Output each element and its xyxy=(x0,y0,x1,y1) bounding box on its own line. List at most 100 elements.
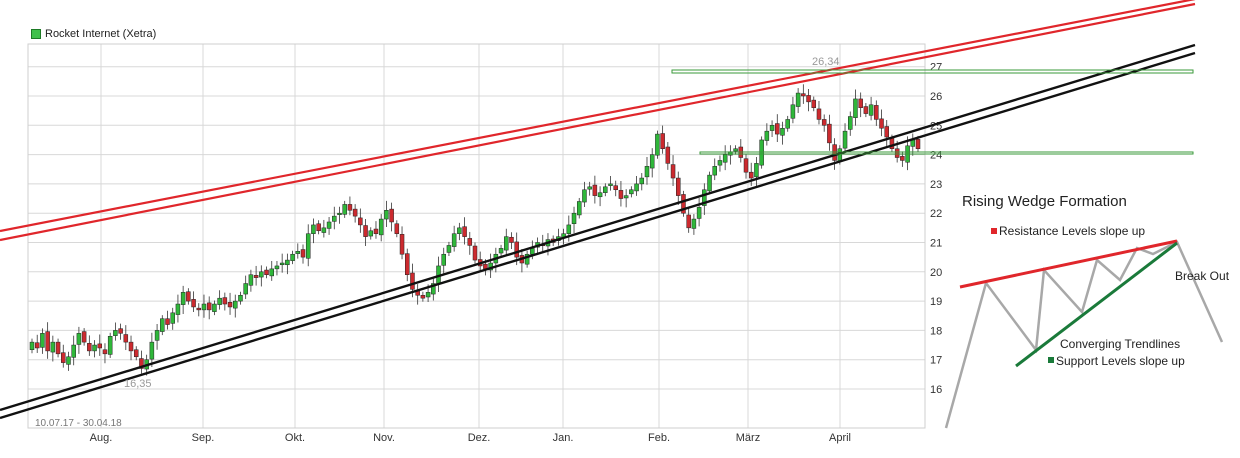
candle-body xyxy=(608,183,613,186)
candle-body xyxy=(743,158,749,173)
candle-body xyxy=(827,123,832,144)
candle-body xyxy=(311,224,316,234)
candle-body xyxy=(764,130,770,141)
candle-body xyxy=(576,201,582,216)
candle-body xyxy=(467,238,473,246)
candle-body xyxy=(113,330,118,336)
candle-body xyxy=(61,352,66,363)
chart-legend: Rocket Internet (Xetra) xyxy=(31,28,156,40)
candle-body xyxy=(566,224,572,234)
candle-body xyxy=(206,302,212,311)
candle-body xyxy=(201,303,207,311)
candle-body xyxy=(227,302,233,308)
candle-body xyxy=(316,223,321,232)
candle-body xyxy=(884,126,889,138)
candle-body xyxy=(290,253,295,261)
candle-body xyxy=(879,118,884,129)
candle-body xyxy=(441,253,446,266)
y-tick-label: 24 xyxy=(930,150,942,162)
x-tick-label: Okt. xyxy=(285,432,305,444)
candle-body xyxy=(853,98,858,118)
candle-body xyxy=(420,294,426,299)
candle-body xyxy=(71,344,76,358)
candle-body xyxy=(394,223,400,234)
candle-body xyxy=(253,275,259,278)
x-tick-label: Nov. xyxy=(373,432,395,444)
candle-body xyxy=(196,307,202,311)
candle-body xyxy=(801,93,806,97)
candle-body xyxy=(97,343,103,349)
candle-body xyxy=(128,341,134,352)
candle-body xyxy=(868,104,874,116)
support-line-upper xyxy=(0,43,1196,412)
break-out-label: Break Out xyxy=(1175,269,1230,283)
candle-body xyxy=(332,215,337,222)
candle-body xyxy=(696,207,702,219)
chart-frame xyxy=(27,43,926,429)
candle-body xyxy=(92,344,97,352)
x-tick-label: Dez. xyxy=(468,432,491,444)
candle-body xyxy=(279,262,285,266)
candle-body xyxy=(847,116,853,130)
candle-body xyxy=(915,139,921,149)
candle-body xyxy=(811,99,817,108)
plot-frame xyxy=(27,43,926,429)
candle-body xyxy=(821,119,827,126)
candle-body xyxy=(676,177,681,196)
candle-body xyxy=(457,227,462,234)
candle-body xyxy=(514,241,519,258)
candle-body xyxy=(431,283,436,295)
candle-body xyxy=(748,171,754,179)
candle-body xyxy=(404,253,410,275)
candle-body xyxy=(587,186,592,190)
support-legend-label: Support Levels slope up xyxy=(1056,354,1185,368)
candle-body xyxy=(45,331,50,352)
candle-body xyxy=(733,148,738,152)
candle-body xyxy=(233,300,238,309)
candle-body xyxy=(832,144,837,161)
candle-body xyxy=(165,318,170,325)
y-tick-label: 22 xyxy=(930,208,942,220)
x-tick-label: Feb. xyxy=(648,432,670,444)
candle-body xyxy=(29,341,35,350)
candle-body xyxy=(363,225,368,237)
candle-body xyxy=(305,233,311,259)
y-tick-label: 21 xyxy=(930,238,942,250)
candle-body xyxy=(582,189,587,203)
candle-body xyxy=(780,127,785,136)
candle-body xyxy=(618,190,624,199)
candle-body xyxy=(384,210,389,220)
candle-body xyxy=(722,154,728,163)
candle-body xyxy=(248,274,254,286)
candle-body xyxy=(524,253,530,265)
candle-body xyxy=(337,212,342,215)
y-tick-label: 17 xyxy=(930,355,942,367)
horizontal-resistance-band xyxy=(671,69,1194,74)
candle-body xyxy=(644,166,650,178)
candle-body xyxy=(498,248,504,254)
resistance-line-upper xyxy=(0,0,1196,233)
candle-body xyxy=(378,218,384,236)
candle-body xyxy=(180,292,186,305)
candle-body xyxy=(681,194,686,214)
candle-body xyxy=(509,236,514,243)
wedge-price-path xyxy=(944,240,1224,429)
candle-body xyxy=(87,343,92,352)
x-tick-label: Aug. xyxy=(90,432,113,444)
wedge-support-line xyxy=(1015,241,1178,368)
x-tick-label: Jan. xyxy=(553,432,574,444)
converging-trendlines-label: Converging Trendlines xyxy=(1060,337,1180,351)
y-tick-label: 19 xyxy=(930,296,942,308)
candle-body xyxy=(842,130,848,149)
horizontal-support-band xyxy=(699,151,1194,155)
candle-body xyxy=(102,349,108,355)
candle-body xyxy=(754,163,759,178)
candle-body xyxy=(806,95,811,103)
candle-body xyxy=(34,342,40,349)
legend-swatch xyxy=(31,29,41,39)
candle-body xyxy=(597,192,603,198)
candle-body xyxy=(425,292,431,298)
legend-label: Rocket Internet (Xetra) xyxy=(45,28,157,40)
candle-body xyxy=(186,291,191,302)
rising-wedge-diagram: Rising Wedge Formation Resistance Levels … xyxy=(944,193,1230,429)
